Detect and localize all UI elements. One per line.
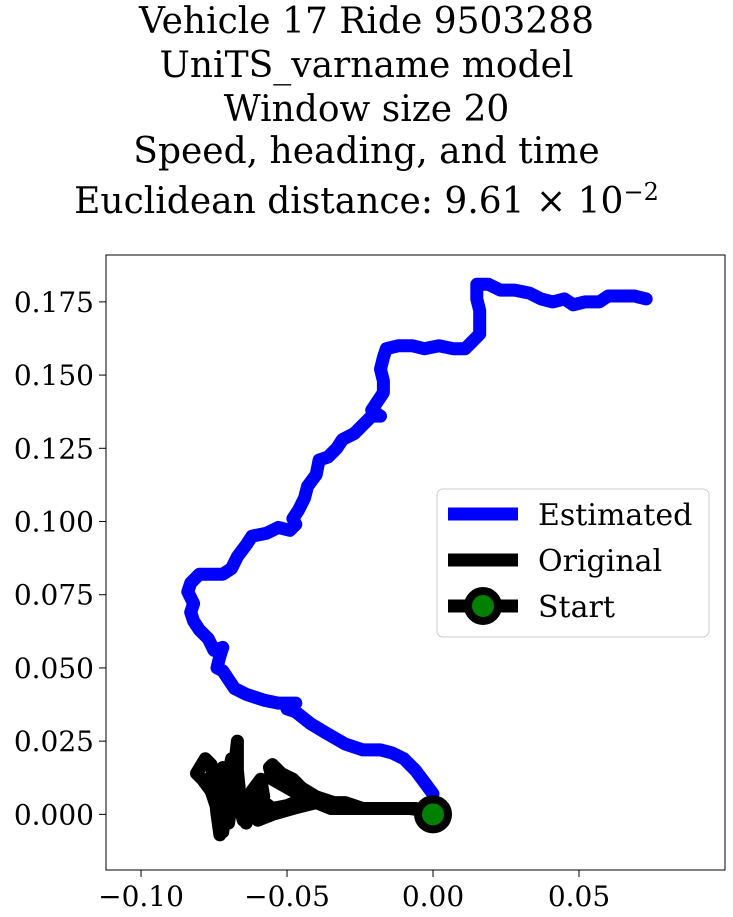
- y-tick-label: 0.075: [14, 579, 94, 612]
- x-tick-label: 0.05: [548, 880, 610, 913]
- y-tick-label: 0.000: [14, 798, 94, 831]
- chart-title-line-4: Speed, heading, and time: [133, 131, 600, 172]
- y-tick-label: 0.025: [14, 725, 94, 758]
- y-tick-label: 0.125: [14, 432, 94, 465]
- y-tick-label: 0.050: [14, 652, 94, 685]
- series-layer: [181, 277, 653, 842]
- legend: Estimated Original Start: [436, 488, 710, 638]
- legend-label-estimated: Estimated: [538, 498, 692, 533]
- y-tick-label: 0.100: [14, 506, 94, 539]
- y-tick-label: 0.150: [14, 359, 94, 392]
- chart-title-line-5: Euclidean distance: 9.61 × 10−2: [0, 172, 733, 222]
- start-marker: [414, 795, 453, 834]
- x-tick-label: −0.05: [244, 880, 330, 913]
- chart-title-distance: Euclidean distance: 9.61 × 10: [74, 181, 624, 222]
- legend-label-start: Start: [538, 590, 615, 625]
- chart-title-line-3: Window size 20: [223, 89, 510, 130]
- series-original-line: [190, 734, 440, 842]
- legend-label-original: Original: [538, 544, 662, 579]
- chart-title-line-1: Vehicle 17 Ride 9503288: [138, 1, 595, 42]
- x-tick-label: −0.10: [98, 880, 184, 913]
- chart-title-line-2: UniTS_varname model: [159, 45, 574, 86]
- chart-title-exponent: −2: [623, 178, 659, 206]
- axis-ticks: −0.10 −0.05 0.00 0.05 0.000 0.025 0.050 0.075 0.…: [14, 286, 610, 913]
- x-tick-label: 0.00: [402, 880, 464, 913]
- series-estimated-line: [181, 277, 653, 801]
- legend-marker-start: [464, 587, 502, 625]
- y-tick-label: 0.175: [14, 286, 94, 319]
